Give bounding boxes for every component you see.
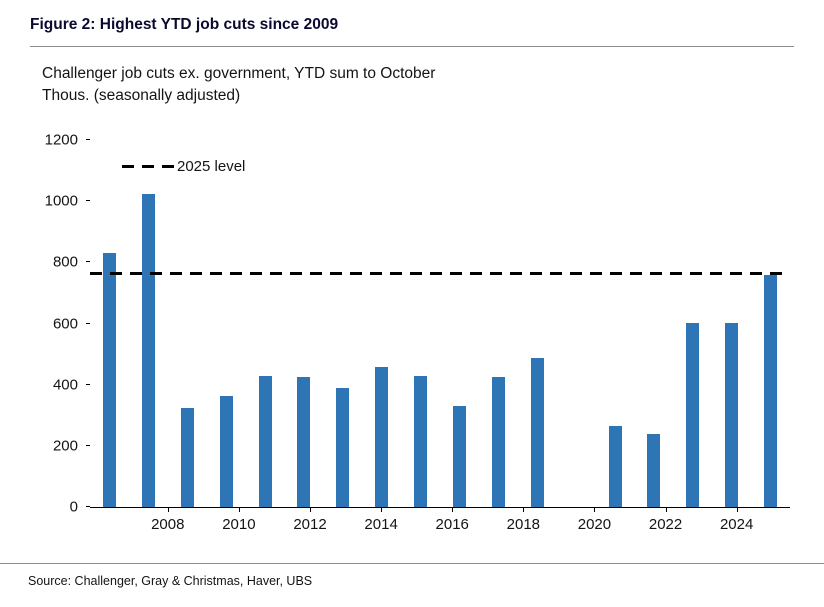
x-axis-line [90,507,790,508]
x-axis-label-2018: 2018 [506,516,541,533]
bar-2010 [180,407,194,507]
x-axis-label-2022: 2022 [648,516,683,533]
y-axis: 0 200 400 600 800 1000 1200 [30,132,90,516]
bar-2022 [647,433,661,507]
bar-slot-2021 [596,140,635,507]
y-axis-label-0: 0 [69,498,78,516]
y-axis-tick [86,444,90,446]
x-axis-tick [523,507,525,512]
bar-slot-2016 [401,140,440,507]
chart-subtitle-line2: Thous. (seasonally adjusted) [42,87,241,105]
x-axis-label-2014: 2014 [364,516,398,533]
bar-slot-2019 [518,140,557,507]
bar-slot-2010 [168,140,207,507]
chart-area: 0 200 400 600 800 1000 1200 2025 level 2008 201… [30,132,790,533]
bar-2008 [102,253,116,507]
y-axis-label-1000: 1000 [44,192,78,210]
bar-2012 [258,376,272,507]
x-axis-tick [452,507,454,512]
x-axis-label-2024: 2024 [719,516,754,533]
y-axis-tick [86,322,90,324]
bar-slot-2012 [246,140,285,507]
x-axis-tick [736,507,738,512]
figure-title: Figure 2: Highest YTD job cuts since 200… [30,16,339,33]
chart-subtitle-line1: Challenger job cuts ex. government, YTD … [42,65,436,82]
bar-slot-2018 [479,140,518,507]
source-text: Source: Challenger, Gray & Christmas, Ha… [28,574,313,588]
x-axis-label-2020: 2020 [577,516,612,533]
bar-2023 [686,323,700,507]
figure-footer: Source: Challenger, Gray & Christmas, Ha… [0,563,824,607]
bar-2024 [725,323,739,507]
bar-slot-2011 [207,140,246,507]
bar-2011 [219,396,233,507]
bar-2013 [297,377,311,507]
bar-2018 [491,377,505,507]
chart-subtitle: Challenger job cuts ex. government, YTD … [42,63,794,108]
y-axis-label-1200: 1200 [44,131,78,149]
bar-2019 [530,358,544,507]
bar-slot-2023 [673,140,712,507]
y-axis-label-800: 800 [52,253,78,271]
bar-slot-2025 [751,140,790,507]
bar-2009 [141,194,155,507]
y-axis-tick [86,139,90,140]
bar-slot-2014 [323,140,362,507]
bar-2021 [608,426,622,507]
x-axis-tick [381,507,383,512]
figure-header: Figure 2: Highest YTD job cuts since 200… [30,16,794,47]
bar-2017 [452,405,466,507]
x-axis-label-2012: 2012 [293,516,327,533]
dashed-line-icon [122,165,174,168]
plot-area: 2025 level 2008 2010 2012 2014 2016 2018 2020 2… [86,139,790,533]
bar-slot-2008 [90,140,129,507]
y-axis-label-400: 400 [52,376,78,394]
x-axis-label-2016: 2016 [435,516,469,533]
bar-2025 [764,274,778,507]
y-axis-label-200: 200 [52,437,78,455]
bar-2016 [414,375,428,507]
bar-slot-2022 [634,140,673,507]
legend: 2025 level [122,158,245,175]
x-axis-tick [238,507,240,512]
x-axis-label-2008: 2008 [151,516,185,533]
x-axis-tick [665,507,667,512]
x-axis-tick [310,507,311,512]
bar-2015 [375,366,389,507]
bar-slot-2020 [557,140,596,507]
bar-slot-2013 [284,140,323,507]
y-axis-tick [86,200,90,202]
y-axis-tick [86,506,90,507]
y-axis-tick [86,261,90,263]
bar-slot-2024 [712,140,751,507]
x-axis-tick [167,507,169,512]
bar-2014 [336,388,350,507]
x-axis-label-2010: 2010 [222,516,256,533]
x-axis-tick [594,507,596,512]
reference-line [90,271,790,275]
x-axis: 2008 2010 2012 2014 2016 2018 2020 2022 2024 [150,507,790,541]
y-axis-tick [86,383,90,385]
bar-slot-2017 [440,140,479,507]
bar-slot-2015 [362,140,401,507]
bars [90,140,790,507]
legend-label: 2025 level [177,158,246,175]
y-axis-label-600: 600 [52,315,78,332]
bar-slot-2009 [129,140,168,507]
